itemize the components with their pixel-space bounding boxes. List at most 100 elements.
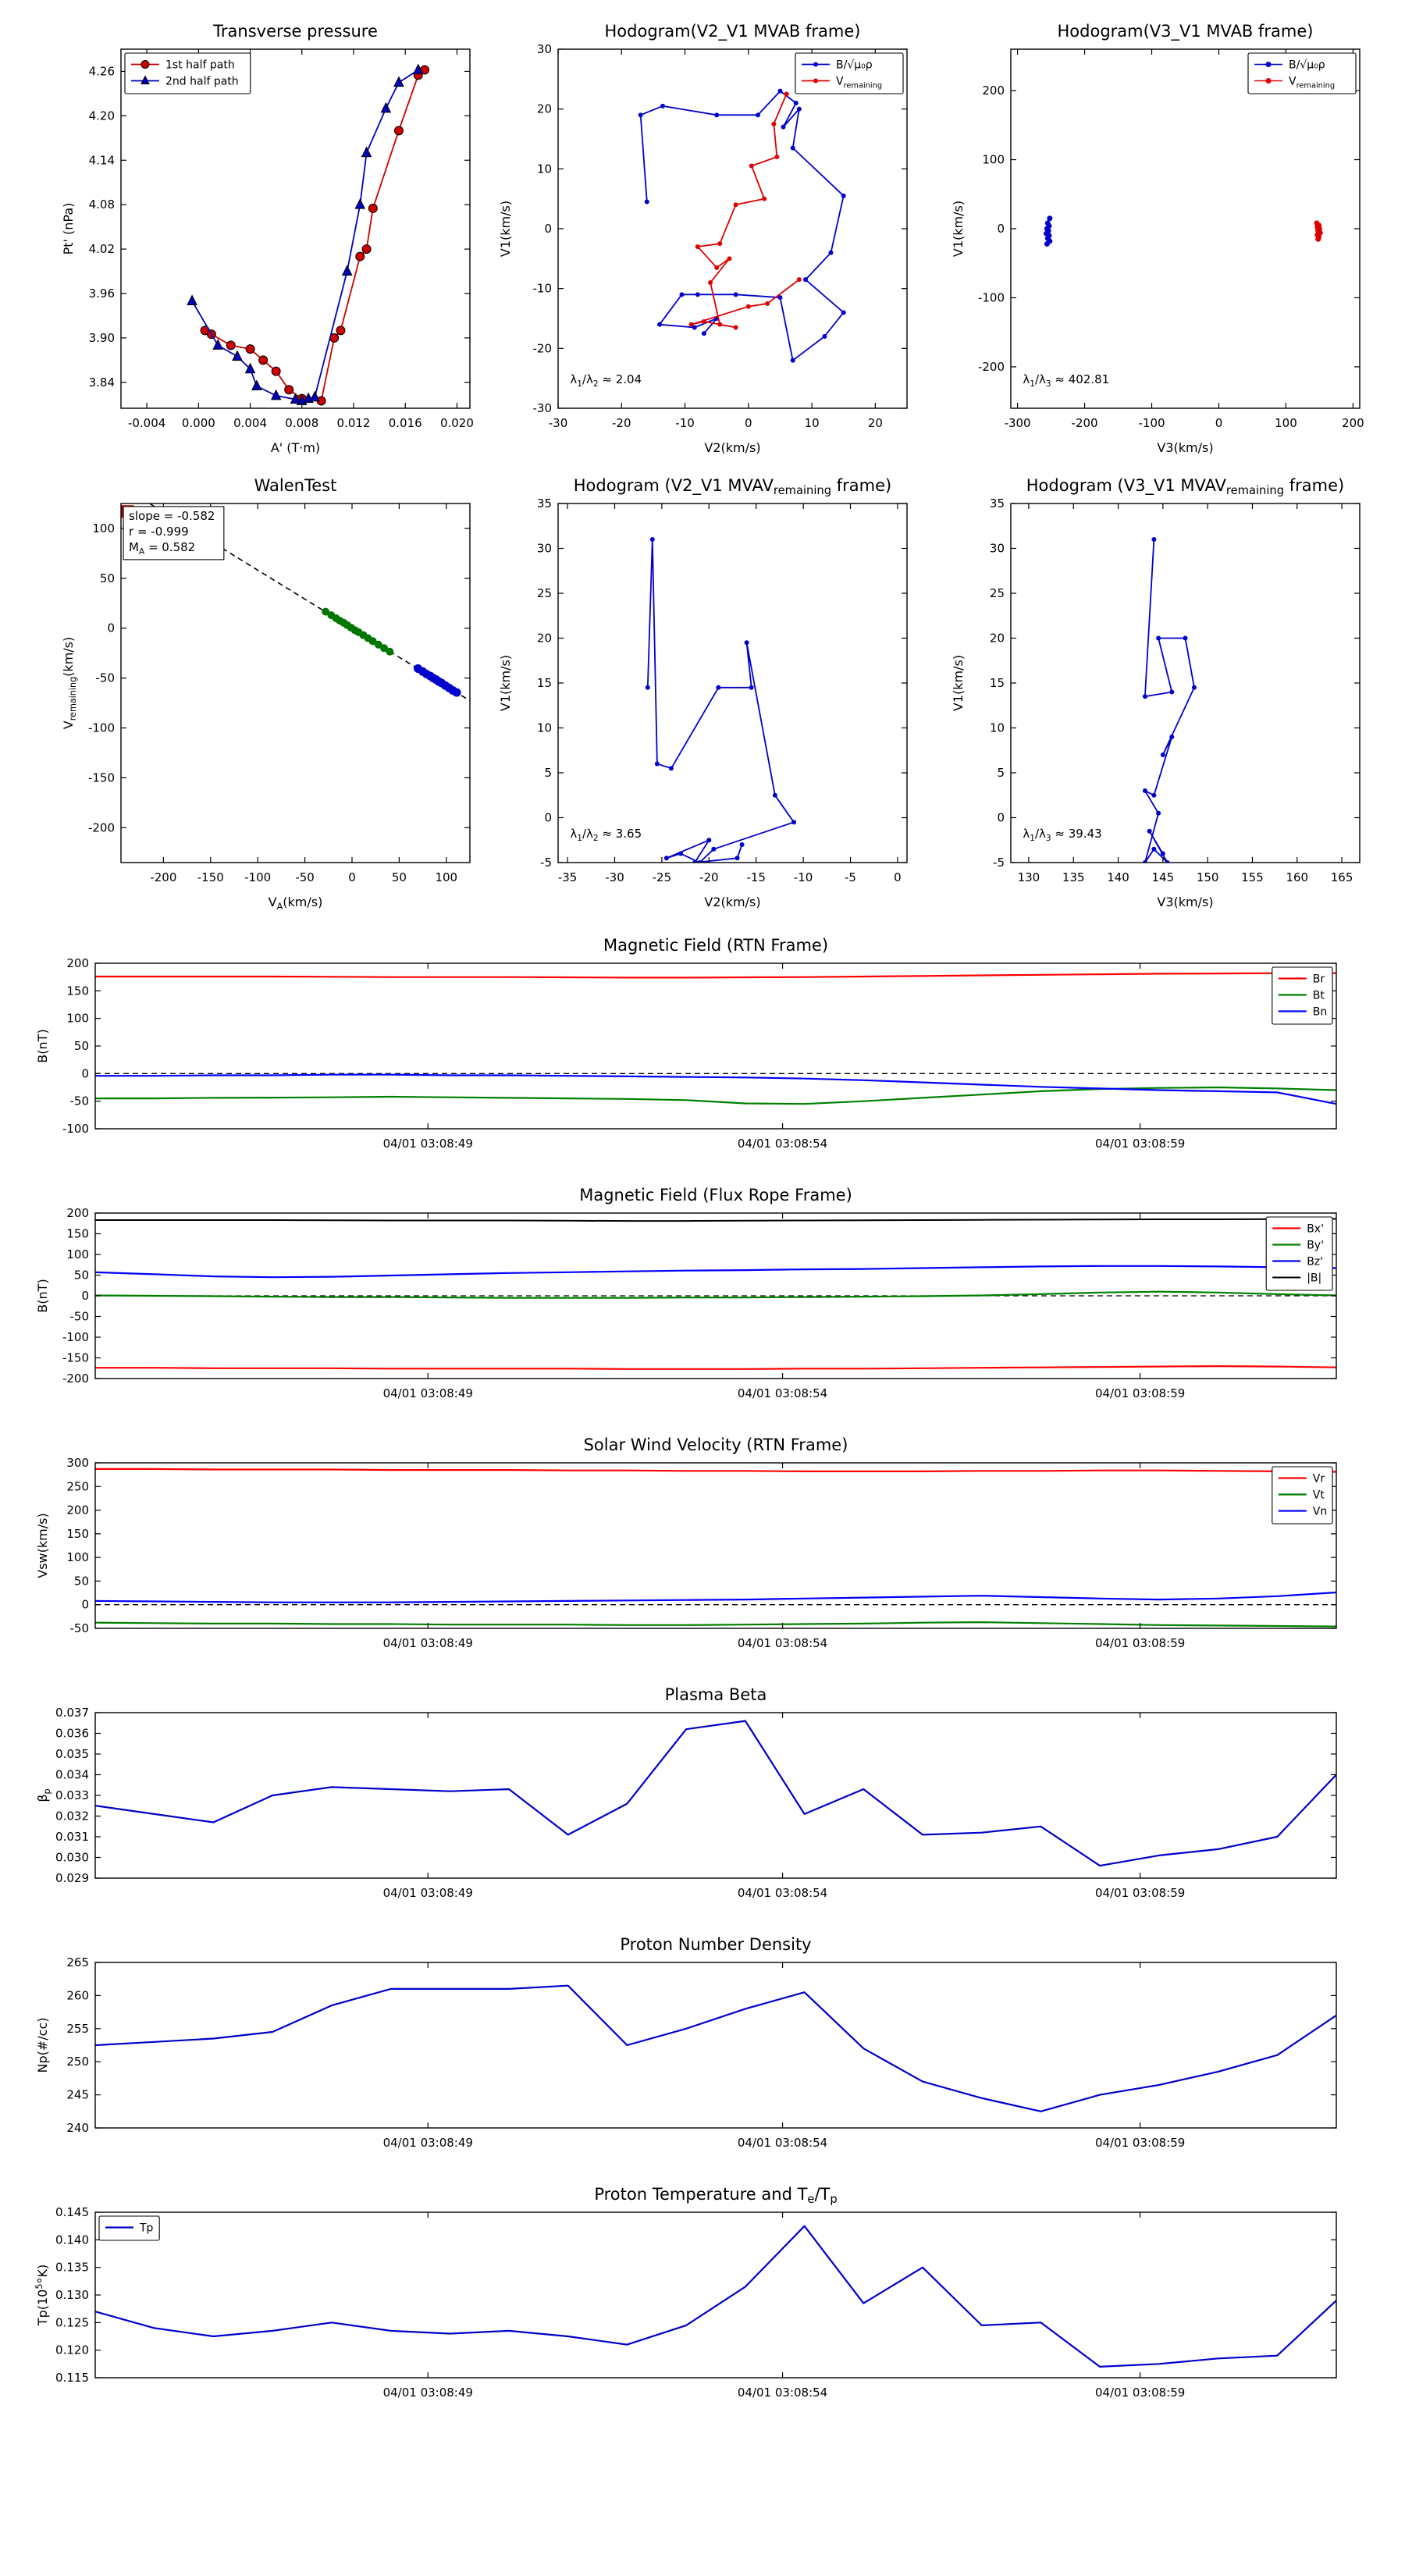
svg-text:-15: -15	[746, 870, 766, 884]
svg-text:-5: -5	[993, 856, 1005, 870]
svg-text:0.000: 0.000	[182, 416, 215, 430]
svg-text:04/01 03:08:49: 04/01 03:08:49	[383, 1137, 473, 1151]
svg-text:Tp(105°K): Tp(105°K)	[34, 2265, 50, 2326]
svg-text:0: 0	[997, 811, 1005, 825]
svg-text:0.036: 0.036	[55, 1727, 89, 1741]
svg-text:4.08: 4.08	[89, 197, 115, 212]
svg-text:0.035: 0.035	[55, 1747, 89, 1761]
svg-text:04/01 03:08:54: 04/01 03:08:54	[738, 2136, 827, 2150]
svg-text:-150: -150	[62, 1351, 89, 1365]
svg-text:λ1/λ3 ≈ 39.43: λ1/λ3 ≈ 39.43	[1023, 827, 1101, 843]
svg-text:30: 30	[537, 42, 552, 56]
svg-text:-50: -50	[70, 1094, 90, 1108]
chart-walen-test: -200 -150 -100 -50 0 50 100 -200 -150 -100 -50 0 50 1…	[47, 468, 484, 921]
chart-hodogram-v3v1-mvav: 130 135 140 145 150 155 160 165 -5 0 5 10 15 20 25 30 35…	[937, 468, 1374, 921]
svg-text:-50: -50	[70, 1310, 90, 1324]
svg-text:5: 5	[997, 766, 1005, 780]
svg-text:slope = -0.582: slope = -0.582	[129, 509, 215, 523]
svg-text:0.033: 0.033	[55, 1788, 89, 1802]
svg-text:100: 100	[66, 1012, 89, 1026]
svg-text:Hodogram (V2_V1 MVAVremaining: Hodogram (V2_V1 MVAVremaining frame)	[574, 476, 891, 497]
svg-text:100: 100	[66, 1550, 89, 1564]
plot-magnetic-field-flux-rope: 04/01 03:08:49 04/01 03:08:54 04/01 03:08:…	[35, 1186, 1337, 1400]
svg-text:0.012: 0.012	[337, 416, 371, 430]
svg-text:10: 10	[537, 162, 552, 176]
svg-text:0.130: 0.130	[55, 2288, 89, 2302]
svg-text:0: 0	[81, 1066, 89, 1080]
svg-text:MA = 0.582: MA = 0.582	[129, 540, 195, 557]
svg-text:25: 25	[990, 586, 1005, 600]
svg-text:160: 160	[1286, 870, 1308, 884]
svg-text:-300: -300	[1005, 416, 1031, 430]
svg-text:200: 200	[982, 84, 1005, 98]
svg-text:50: 50	[74, 1574, 89, 1588]
svg-text:04/01 03:08:49: 04/01 03:08:49	[383, 1886, 473, 1900]
svg-text:155: 155	[1241, 870, 1264, 884]
svg-text:Pt' (nPa): Pt' (nPa)	[61, 203, 76, 255]
svg-text:-50: -50	[70, 1621, 90, 1635]
svg-text:4.02: 4.02	[89, 242, 115, 256]
svg-text:V3(km/s): V3(km/s)	[1157, 895, 1213, 909]
svg-text:-5: -5	[845, 870, 856, 884]
svg-text:-100: -100	[1138, 416, 1165, 430]
svg-text:20: 20	[537, 632, 552, 646]
svg-text:0.135: 0.135	[55, 2261, 89, 2275]
svg-text:Plasma Beta: Plasma Beta	[665, 1685, 767, 1704]
plot-plasma-beta: 04/01 03:08:49 04/01 03:08:54 04/01 03:08:…	[35, 1685, 1337, 1900]
svg-text:260: 260	[66, 1988, 89, 2002]
svg-text:150: 150	[1197, 870, 1219, 884]
svg-text:Solar Wind Velocity (RTN Frame: Solar Wind Velocity (RTN Frame)	[584, 1436, 848, 1454]
svg-text:-35: -35	[558, 870, 578, 884]
svg-text:Np(#/cc): Np(#/cc)	[35, 2018, 50, 2073]
svg-text:-200: -200	[62, 1372, 89, 1386]
svg-text:135: 135	[1062, 870, 1085, 884]
svg-text:0.016: 0.016	[389, 416, 422, 430]
svg-text:Hodogram(V2_V1 MVAB frame): Hodogram(V2_V1 MVAB frame)	[605, 22, 861, 41]
svg-text:V3(km/s): V3(km/s)	[1157, 440, 1213, 455]
svg-text:245: 245	[66, 2088, 89, 2102]
svg-text:B/√μ₀ρ: B/√μ₀ρ	[1289, 59, 1325, 72]
svg-text:4.20: 4.20	[89, 109, 115, 123]
svg-text:04/01 03:08:59: 04/01 03:08:59	[1095, 1886, 1185, 1900]
svg-text:30: 30	[537, 542, 552, 556]
svg-text:20: 20	[868, 416, 883, 430]
svg-text:Bx': Bx'	[1307, 1223, 1324, 1236]
svg-text:Vt: Vt	[1313, 1489, 1325, 1502]
svg-text:0.145: 0.145	[55, 2205, 89, 2219]
svg-text:10: 10	[990, 721, 1005, 735]
svg-text:-0.004: -0.004	[128, 416, 165, 430]
svg-text:-200: -200	[1072, 416, 1098, 430]
svg-text:4.14: 4.14	[89, 153, 115, 167]
svg-text:50: 50	[100, 571, 115, 585]
svg-text:35: 35	[537, 496, 552, 511]
svg-text:04/01 03:08:54: 04/01 03:08:54	[738, 1636, 827, 1650]
svg-text:V1(km/s): V1(km/s)	[498, 201, 513, 257]
plot-transverse-pressure: -0.004 0.000 0.004 0.008 0.012 0.016 0.020 3.84…	[61, 22, 474, 455]
svg-text:λ1/λ2 ≈ 3.65: λ1/λ2 ≈ 3.65	[570, 827, 642, 843]
svg-text:0: 0	[1215, 416, 1223, 430]
chart-plasma-beta: 04/01 03:08:49 04/01 03:08:54 04/01 03:08:…	[23, 1680, 1382, 1914]
svg-text:Hodogram(V3_V1 MVAB frame): Hodogram(V3_V1 MVAB frame)	[1058, 22, 1314, 41]
plot-hodogram-v2v1-mvav: -35 -30 -25 -20 -15 -10 -5 0 -5 0 5 10 15 20 25 30 35 Hod…	[498, 476, 908, 909]
svg-text:0.120: 0.120	[55, 2343, 89, 2357]
svg-text:10: 10	[805, 416, 820, 430]
svg-text:-100: -100	[62, 1330, 89, 1344]
svg-text:-20: -20	[699, 870, 719, 884]
svg-text:250: 250	[66, 2055, 89, 2069]
svg-text:04/01 03:08:59: 04/01 03:08:59	[1095, 2136, 1185, 2150]
svg-text:04/01 03:08:59: 04/01 03:08:59	[1095, 1636, 1185, 1650]
chart-transverse-pressure: -0.004 0.000 0.004 0.008 0.012 0.016 0.020 3.84…	[47, 14, 484, 467]
svg-text:3.84: 3.84	[89, 375, 115, 390]
svg-text:Proton Temperature and Te/Tp: Proton Temperature and Te/Tp	[594, 2185, 837, 2206]
svg-text:50: 50	[392, 870, 407, 884]
svg-text:20: 20	[537, 102, 552, 116]
svg-text:-10: -10	[675, 416, 695, 430]
plot-magnetic-field-rtn: 04/01 03:08:49 04/01 03:08:54 04/01 03:08:…	[35, 936, 1337, 1151]
svg-text:-200: -200	[150, 870, 176, 884]
svg-text:04/01 03:08:49: 04/01 03:08:49	[383, 2386, 473, 2400]
svg-text:-50: -50	[295, 870, 315, 884]
svg-text:-30: -30	[605, 870, 624, 884]
svg-text:145: 145	[1152, 870, 1175, 884]
svg-text:150: 150	[66, 984, 89, 998]
